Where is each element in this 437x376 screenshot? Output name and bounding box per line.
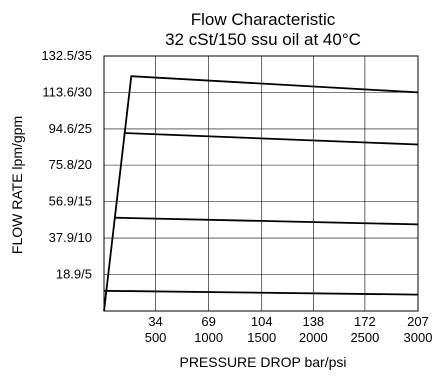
flow-curve xyxy=(114,216,419,226)
series-lines xyxy=(103,75,419,312)
y-tick-label: 94.6/25 xyxy=(49,121,92,136)
x-tick-label-psi: 1500 xyxy=(247,330,276,345)
x-tick-label-psi: 3000 xyxy=(404,330,433,345)
x-tick-label-psi: 1000 xyxy=(194,330,223,345)
flow-curve xyxy=(123,132,419,146)
y-axis-label: FLOW RATE lpm/gpm xyxy=(9,116,25,254)
x-tick-label-psi: 500 xyxy=(145,330,167,345)
x-tick-label-bar: 104 xyxy=(251,314,273,329)
x-tick-label-bar: 207 xyxy=(407,314,429,329)
flow-curve xyxy=(103,75,419,312)
y-tick-label: 18.9/5 xyxy=(56,267,92,282)
chart-subtitle: 32 cSt/150 ssu oil at 40°C xyxy=(165,30,361,49)
x-tick-label-bar: 34 xyxy=(148,314,162,329)
y-tick-label: 132.5/35 xyxy=(41,48,92,63)
x-axis-label: PRESSURE DROP bar/psi xyxy=(179,354,346,370)
grid-lines xyxy=(104,55,419,311)
x-tick-label-bar: 69 xyxy=(201,314,215,329)
flow-curve xyxy=(103,289,419,296)
plot-area-frame xyxy=(103,55,419,312)
x-tick-label-psi: 2000 xyxy=(299,330,328,345)
x-tick-label-bar: 138 xyxy=(302,314,324,329)
y-tick-label: 113.6/30 xyxy=(42,84,92,99)
x-tick-label-bar: 172 xyxy=(354,314,376,329)
x-tick-label-psi: 2500 xyxy=(350,330,379,345)
y-tick-label: 75.8/20 xyxy=(49,157,92,172)
y-tick-label: 56.9/15 xyxy=(49,193,92,208)
y-tick-label: 37.9/10 xyxy=(49,230,92,245)
chart-title: Flow Characteristic xyxy=(191,10,336,29)
